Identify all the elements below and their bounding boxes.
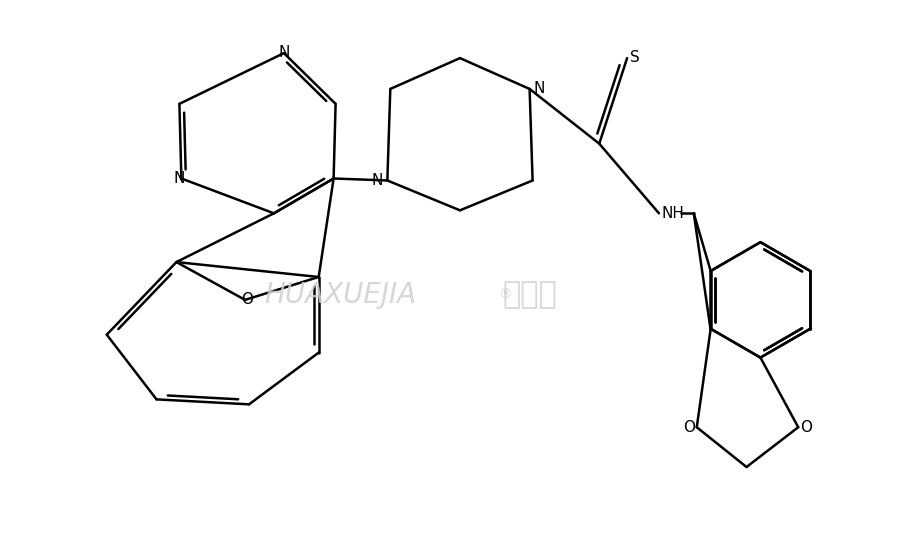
Text: N: N	[174, 171, 185, 186]
Text: ®: ®	[497, 288, 512, 302]
Text: N: N	[278, 44, 290, 60]
Text: S: S	[631, 49, 640, 65]
Text: O: O	[800, 420, 812, 435]
Text: HUAXUEJIA: HUAXUEJIA	[265, 281, 417, 309]
Text: O: O	[683, 420, 695, 435]
Text: N: N	[534, 81, 545, 97]
Text: 化学加: 化学加	[502, 281, 557, 310]
Text: N: N	[371, 173, 383, 188]
Text: O: O	[241, 293, 253, 307]
Text: NH: NH	[661, 206, 684, 221]
